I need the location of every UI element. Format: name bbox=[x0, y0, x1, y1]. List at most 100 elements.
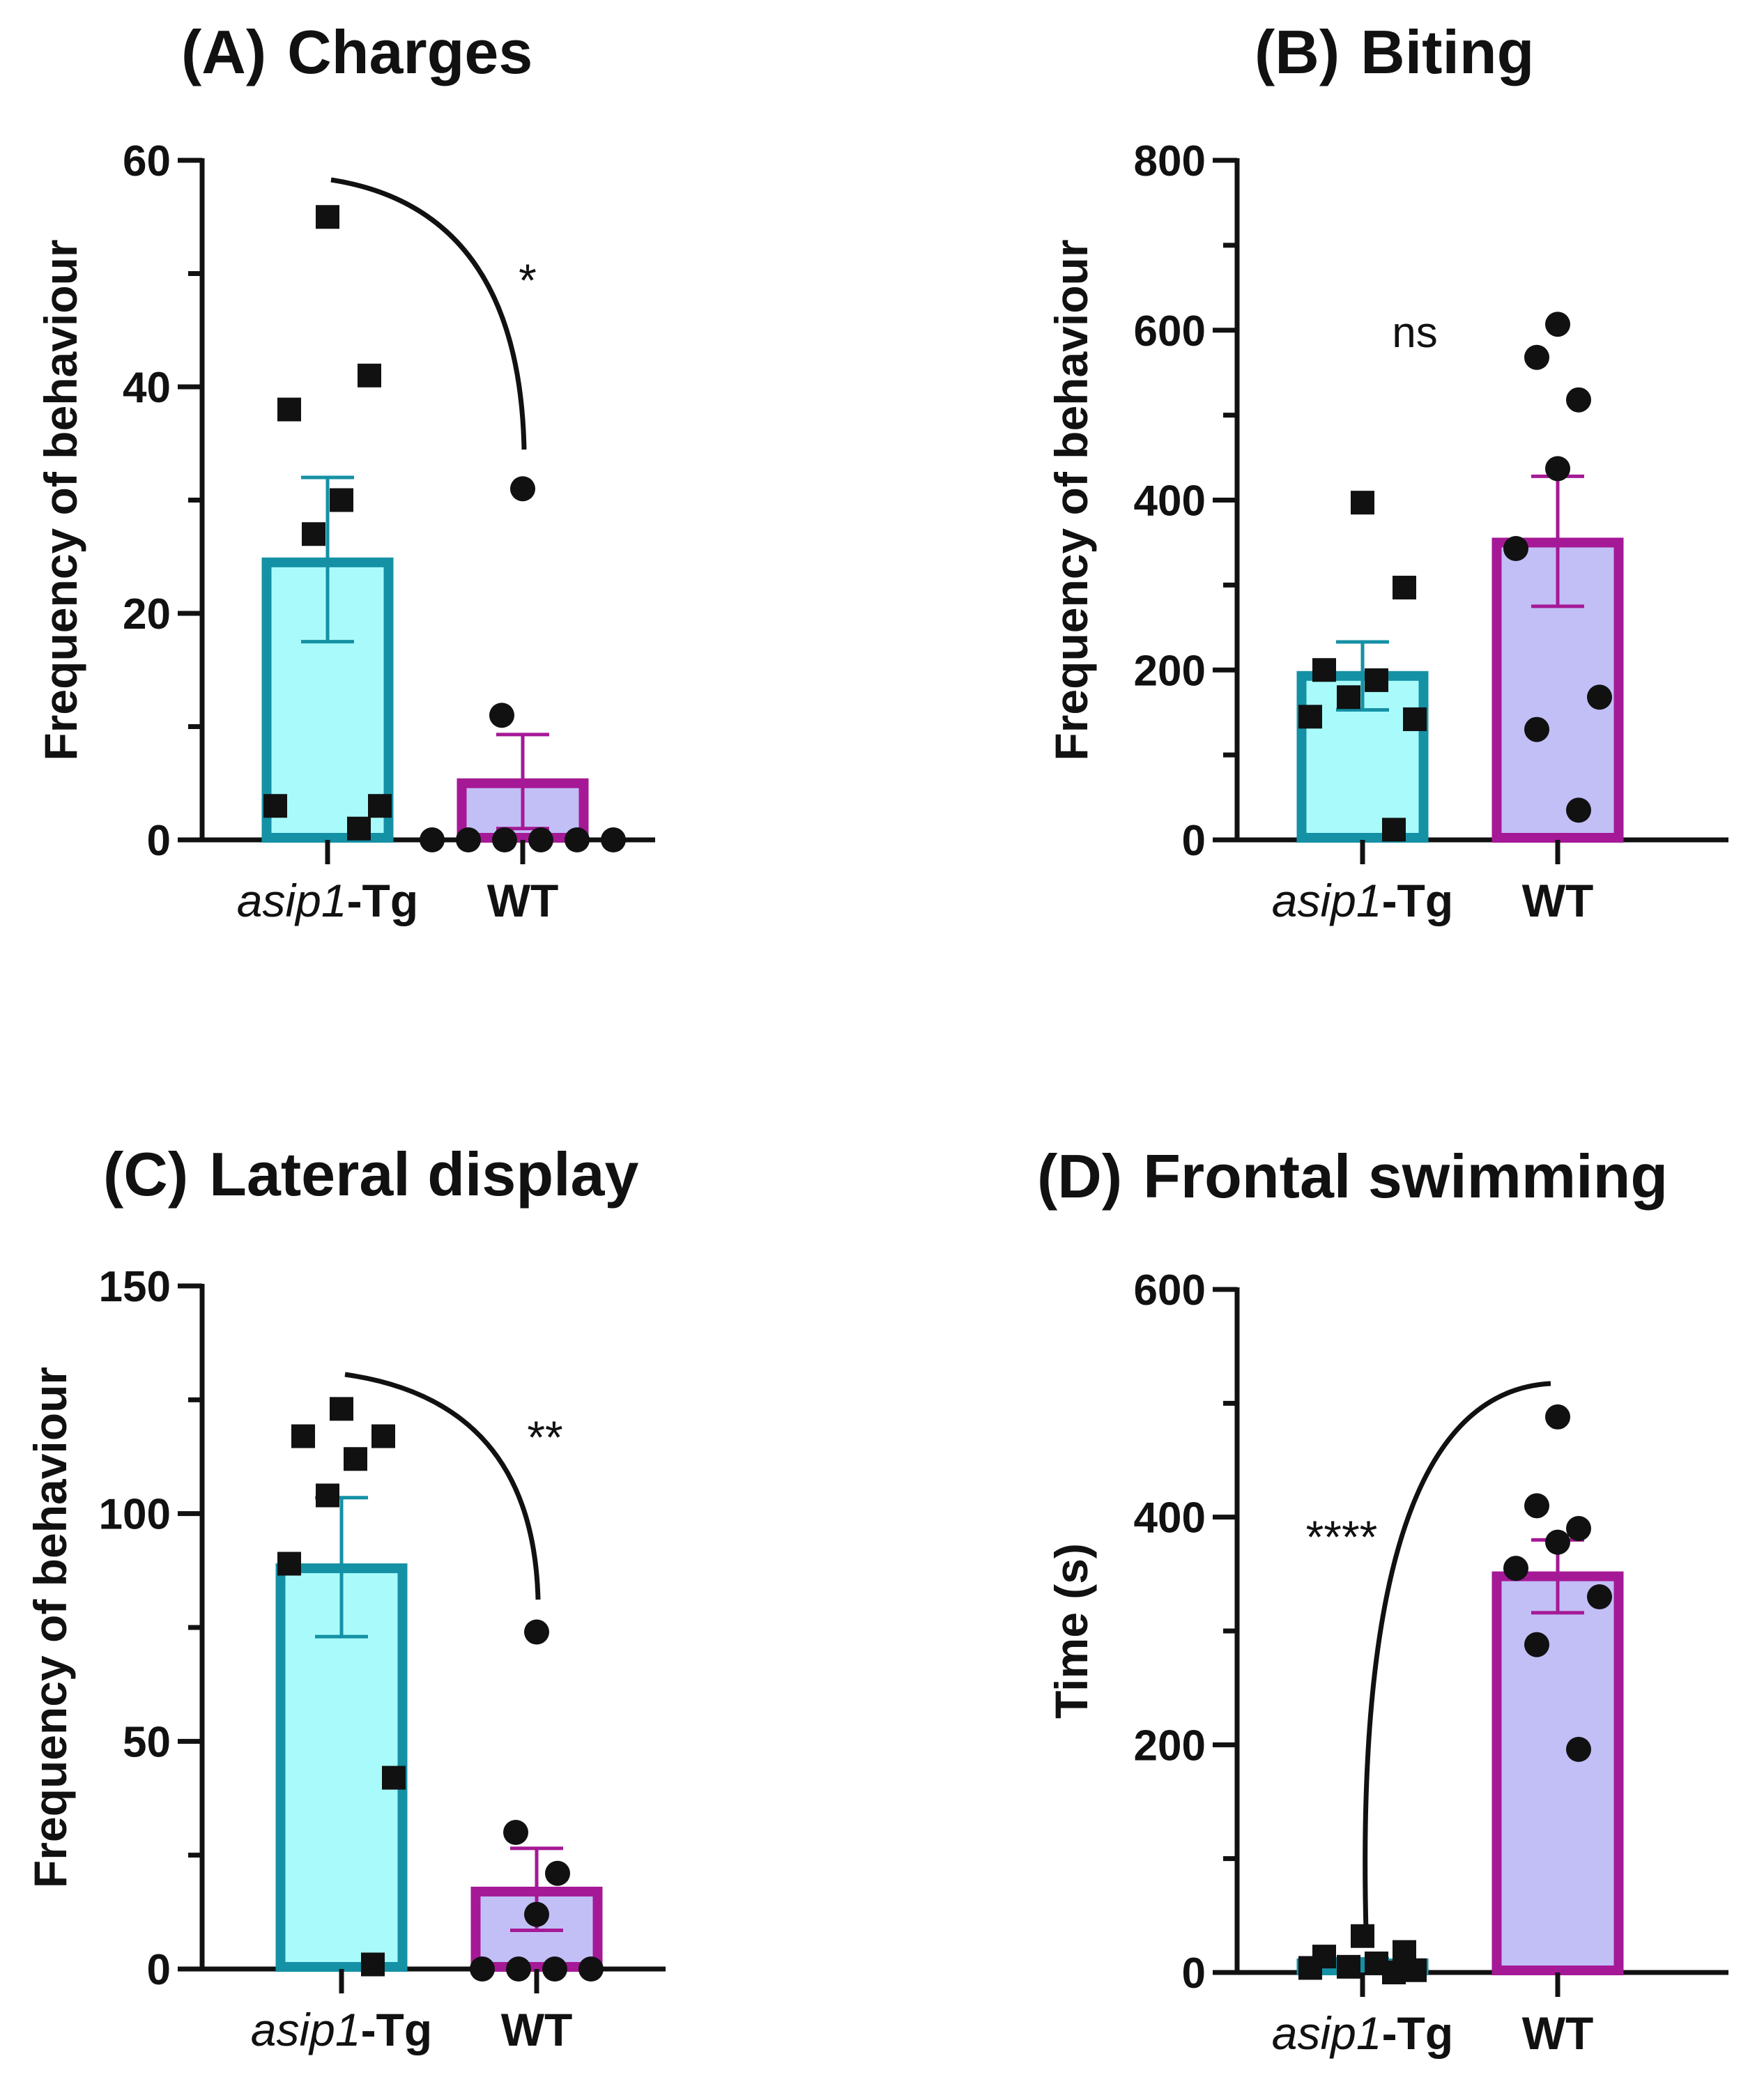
data-point-square bbox=[277, 1551, 301, 1576]
data-point-circle bbox=[565, 827, 590, 852]
data-point-circle bbox=[1545, 1404, 1570, 1430]
data-point-circle bbox=[510, 476, 535, 502]
significance-label: ** bbox=[527, 1411, 562, 1463]
y-tick-label: 400 bbox=[1134, 477, 1206, 526]
category-rest: -Tg bbox=[1382, 875, 1454, 926]
data-point-square bbox=[368, 794, 392, 818]
x-category-label: WT bbox=[501, 2004, 573, 2055]
x-category-label: WT bbox=[1522, 875, 1594, 926]
data-point-circle bbox=[420, 827, 445, 852]
data-point-square bbox=[358, 363, 381, 388]
category-rest: WT bbox=[1522, 875, 1594, 926]
y-tick-label: 800 bbox=[1134, 137, 1206, 185]
y-axis-label: Frequency of behaviour bbox=[24, 1367, 76, 1888]
data-point-circle bbox=[506, 1956, 531, 1982]
category-italic: asip1 bbox=[1272, 2007, 1382, 2059]
y-tick-label: 40 bbox=[123, 364, 171, 412]
significance-bracket bbox=[1363, 1381, 1551, 1931]
data-point-circle bbox=[1587, 1584, 1612, 1609]
data-point-square bbox=[347, 816, 371, 841]
category-rest: -Tg bbox=[361, 2004, 433, 2055]
data-point-square bbox=[1382, 1961, 1406, 1984]
panel-d: (D) Frontal swimming Time (s) 0 200 400 600 asi… bbox=[1037, 1142, 1728, 2059]
data-point-circle bbox=[1566, 797, 1591, 823]
data-point-square bbox=[1365, 668, 1388, 692]
y-axis-label: Time (s) bbox=[1045, 1543, 1097, 1719]
significance-label: ns bbox=[1392, 309, 1437, 357]
data-point-square bbox=[371, 1424, 395, 1448]
y-tick-label: 60 bbox=[123, 137, 171, 185]
data-point-square bbox=[1351, 1924, 1374, 1948]
category-rest: -Tg bbox=[1382, 2007, 1454, 2059]
data-point-circle bbox=[524, 1619, 549, 1645]
data-point-circle bbox=[1524, 344, 1549, 370]
category-rest: WT bbox=[487, 875, 559, 926]
data-point-square bbox=[1337, 1954, 1360, 1979]
chart-title: (C) Lateral display bbox=[103, 1140, 638, 1209]
category-italic: asip1 bbox=[251, 2004, 361, 2055]
significance-label: **** bbox=[1306, 1511, 1378, 1563]
significance-label: * bbox=[519, 254, 537, 306]
data-point-circle bbox=[1524, 1493, 1549, 1519]
data-point-square bbox=[1403, 707, 1427, 731]
panel-c: (C) Lateral display Frequency of behaviour… bbox=[24, 1140, 666, 2055]
data-point-circle bbox=[1545, 312, 1570, 337]
data-point-circle bbox=[1566, 1736, 1591, 1762]
data-point-square bbox=[382, 1765, 406, 1790]
x-category-label: asip1-Tg bbox=[1272, 2007, 1453, 2059]
data-point-square bbox=[1298, 1956, 1322, 1980]
data-point-square bbox=[1312, 658, 1336, 682]
data-point-circle bbox=[503, 1820, 528, 1845]
data-point-square bbox=[277, 397, 301, 422]
data-point-square bbox=[316, 1483, 339, 1508]
data-point-circle bbox=[1587, 684, 1612, 710]
data-point-square bbox=[1337, 685, 1360, 710]
data-point-square bbox=[1403, 1958, 1427, 1982]
data-point-circle bbox=[545, 1860, 570, 1886]
y-axis-label: Frequency of behaviour bbox=[35, 239, 86, 760]
bar-asip1-tg bbox=[261, 557, 394, 843]
data-point-circle bbox=[470, 1956, 495, 1982]
data-point-square bbox=[316, 205, 339, 229]
y-tick-label: 400 bbox=[1134, 1494, 1206, 1542]
data-point-square bbox=[1298, 705, 1322, 729]
chart-title: (A) Charges bbox=[181, 17, 532, 86]
data-point-square bbox=[1351, 491, 1374, 515]
panel-title: Lateral display bbox=[209, 1140, 638, 1209]
data-point-circle bbox=[578, 1956, 604, 1982]
y-tick-label: 20 bbox=[123, 590, 171, 638]
y-tick-label: 0 bbox=[1182, 817, 1206, 865]
data-point-square bbox=[361, 1952, 385, 1977]
x-category-label: asip1-Tg bbox=[251, 2004, 432, 2055]
data-point-circle bbox=[1545, 456, 1570, 482]
panel-title: Charges bbox=[287, 17, 532, 86]
x-category-label: WT bbox=[1522, 2007, 1594, 2059]
data-point-circle bbox=[456, 827, 481, 852]
data-point-circle bbox=[1503, 1556, 1528, 1581]
data-point-square bbox=[1393, 576, 1416, 600]
significance-bracket bbox=[344, 1372, 541, 1600]
panel-label: (C) bbox=[103, 1140, 188, 1209]
data-point-circle bbox=[1566, 1516, 1591, 1541]
y-axis-label: Frequency of behaviour bbox=[1045, 239, 1097, 760]
y-tick-label: 0 bbox=[147, 817, 171, 865]
data-point-circle bbox=[1503, 535, 1528, 561]
chart-title: (D) Frontal swimming bbox=[1037, 1142, 1668, 1211]
panel-label: (A) bbox=[181, 17, 266, 86]
data-point-circle bbox=[1566, 387, 1591, 413]
data-point-square bbox=[344, 1447, 367, 1471]
panel-label: (D) bbox=[1037, 1142, 1122, 1211]
data-point-circle bbox=[1524, 1632, 1549, 1657]
category-rest: WT bbox=[501, 2004, 573, 2055]
chart-title: (B) Biting bbox=[1255, 17, 1534, 86]
data-point-circle bbox=[524, 1901, 549, 1927]
data-point-circle bbox=[1545, 1529, 1570, 1555]
y-tick-label: 200 bbox=[1134, 647, 1206, 695]
y-tick-label: 100 bbox=[99, 1491, 171, 1539]
panel-title: Frontal swimming bbox=[1143, 1142, 1668, 1211]
y-tick-label: 50 bbox=[123, 1718, 171, 1766]
data-point-circle bbox=[1524, 717, 1549, 742]
panel-title: Biting bbox=[1360, 17, 1534, 86]
panel-b: (B) Biting Frequency of behaviour 0 200 400 60… bbox=[1045, 17, 1728, 926]
